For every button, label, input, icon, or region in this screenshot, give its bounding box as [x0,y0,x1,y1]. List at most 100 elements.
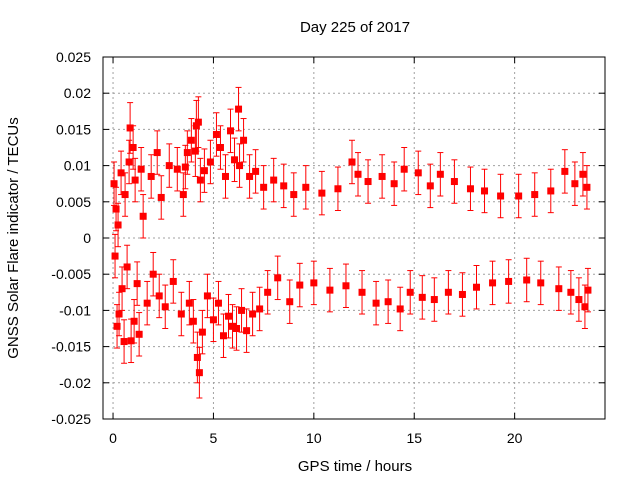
y-axis-label: GNSS Solar Flare indicator / TECUs [5,117,22,358]
data-point [260,183,268,191]
data-point [286,298,294,306]
data-point [198,328,206,336]
data-point [194,118,202,126]
data-point [173,165,181,173]
data-point [191,147,199,155]
data-point [214,299,222,307]
data-point [256,305,264,313]
data-point [161,303,169,311]
data-point [396,305,404,313]
data-point [139,212,147,220]
data-point [497,192,505,200]
data-point [115,310,123,318]
data-point [444,288,452,296]
data-point [567,288,575,296]
data-point [296,281,304,289]
data-point [225,312,232,320]
data-point [450,178,458,186]
data-points [110,105,592,377]
y-tick-label: 0.005 [56,194,91,210]
data-point [189,317,197,325]
data-point [135,330,143,338]
data-point [219,332,227,340]
data-point [458,290,466,298]
data-point [129,144,137,151]
data-point [212,130,220,138]
data-point [127,337,135,345]
data-point [112,205,120,213]
data-point [131,176,139,184]
data-point [466,185,474,193]
y-tick-label: 0.015 [56,121,91,137]
data-point [147,172,155,180]
data-point [238,306,246,314]
data-point [227,127,235,135]
y-tick-label: 0.02 [64,85,91,101]
data-point [110,180,118,188]
data-point [137,165,145,173]
data-point [187,136,195,144]
data-point [270,176,278,184]
data-point [118,285,126,293]
data-point [143,299,151,307]
data-point [111,252,119,260]
data-point [274,274,282,282]
data-point [120,338,128,346]
y-tick-label: -0.005 [51,266,91,282]
data-point [181,163,189,171]
data-point [165,162,173,170]
data-point [231,156,239,164]
data-point [229,322,237,330]
data-point [436,170,444,178]
y-tick-label: -0.025 [51,411,91,427]
data-point [430,296,438,304]
data-point [236,162,244,170]
data-point [196,176,204,184]
data-point [114,221,122,229]
data-point [547,187,555,195]
data-point [472,283,480,291]
y-tick-label: -0.02 [59,375,91,391]
data-point [418,293,426,301]
data-point [264,288,272,296]
data-point [121,191,129,199]
data-point [342,282,350,290]
data-point [372,299,380,307]
data-point [390,180,398,188]
data-point [125,158,133,166]
data-point [192,122,200,130]
chart-title: Day 225 of 2017 [300,19,410,36]
data-point [126,124,134,132]
data-point [240,136,248,144]
data-point [252,167,260,175]
y-tick-label: 0.025 [56,49,91,65]
data-point [155,292,163,300]
data-point [537,279,545,287]
data-point [183,149,191,157]
data-point [426,182,434,190]
x-tick-label: 5 [210,430,218,446]
data-point [400,165,408,173]
data-point [414,169,422,177]
data-point [384,298,392,306]
data-point [179,191,187,199]
data-point [246,172,254,180]
data-point [581,303,589,311]
data-point [235,105,243,113]
data-point [195,369,203,377]
data-point [153,149,161,157]
data-point [206,158,214,166]
data-point [354,170,362,178]
data-point [130,317,138,325]
data-point [302,183,310,191]
data-point [406,288,414,296]
data-point [113,322,121,330]
error-bars [111,86,591,399]
x-tick-label: 10 [306,430,322,446]
x-tick-label: 15 [406,430,422,446]
grid [103,57,605,419]
data-point [200,167,208,175]
data-point [575,296,583,304]
data-point [221,172,229,180]
